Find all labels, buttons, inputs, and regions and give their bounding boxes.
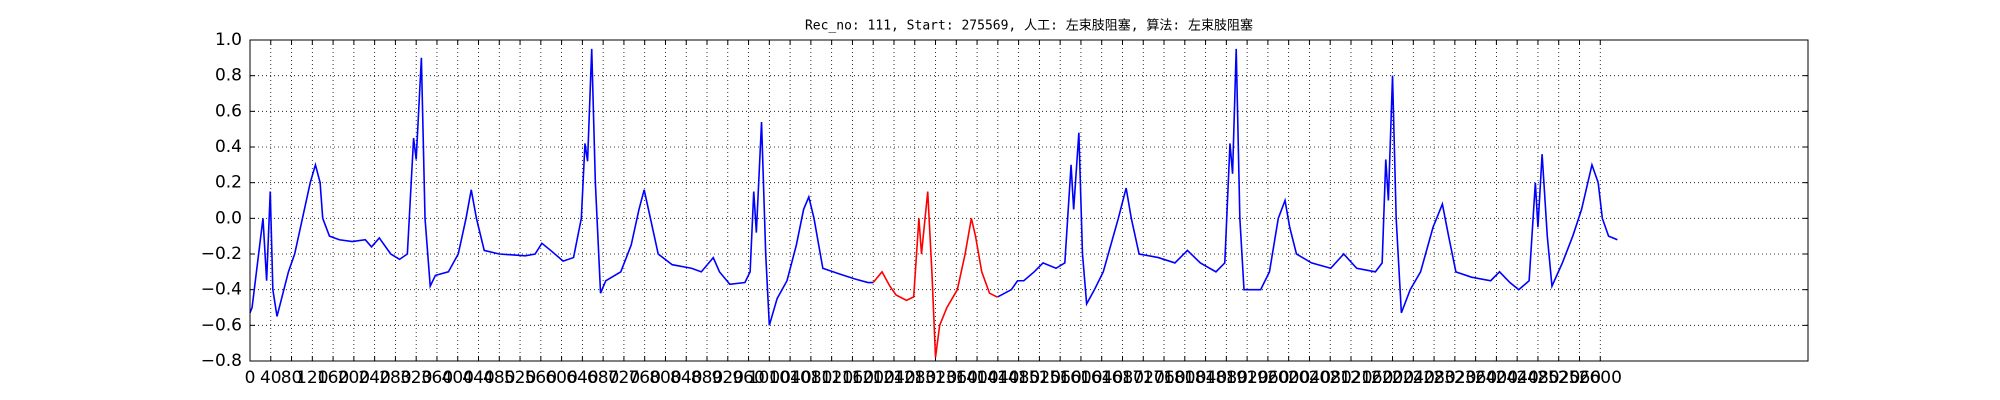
x-tick-label: 880 [691, 368, 723, 388]
x-tick-label: 1800 [1163, 368, 1206, 388]
x-tick-label: 760 [628, 368, 660, 388]
y-tick-label: 0.2 [215, 173, 242, 193]
x-tick-label: 1560 [1039, 368, 1082, 388]
x-tick-label: 2400 [1475, 368, 1518, 388]
x-tick-label: 2600 [1579, 368, 1622, 388]
x-tick-label: 320 [400, 368, 432, 388]
x-tick-label: 1200 [852, 368, 895, 388]
plot-frame [249, 39, 1809, 362]
x-tick-label: 800 [649, 368, 681, 388]
x-tick-label: 2480 [1516, 368, 1559, 388]
x-tick-label: 1960 [1246, 368, 1289, 388]
y-tick-label: −0.2 [201, 244, 242, 264]
x-tick-label: 120 [296, 368, 328, 388]
x-tick-label: 2040 [1288, 368, 1331, 388]
x-tick-label: 360 [421, 368, 453, 388]
y-tick-label: 0.6 [215, 101, 242, 121]
x-tick-label: 2240 [1392, 368, 1435, 388]
x-tick-label: 200 [338, 368, 370, 388]
x-tick-label: 920 [712, 368, 744, 388]
signal-line [997, 48, 1618, 314]
x-tick-label: 2160 [1350, 368, 1393, 388]
x-tick-label: 1760 [1142, 368, 1185, 388]
x-tick-label: 480 [483, 368, 515, 388]
x-tick-label: 2560 [1558, 368, 1601, 388]
x-tick-label: 1640 [1080, 368, 1123, 388]
y-tick-label: 1.0 [215, 30, 242, 50]
x-tick-label: 1520 [1018, 368, 1061, 388]
x-tick-label: 1600 [1059, 368, 1102, 388]
x-tick-label: 560 [525, 368, 557, 388]
x-tick-label: 240 [358, 368, 390, 388]
x-tick-label: 0 [245, 368, 256, 388]
x-tick-label: 1840 [1184, 368, 1227, 388]
x-tick-label: 80 [281, 368, 303, 388]
x-tick-label: 160 [317, 368, 349, 388]
chart-title: Rec_no: 111, Start: 275569, 人工: 左束肢阻塞, 算… [805, 18, 1253, 34]
x-tick-label: 400 [442, 368, 474, 388]
x-tick-label: 840 [670, 368, 702, 388]
x-tick-label: 2200 [1371, 368, 1414, 388]
x-tick-label: 1880 [1205, 368, 1248, 388]
y-tick-label: −0.4 [201, 280, 242, 300]
x-tick-label: 1480 [997, 368, 1040, 388]
x-tick-label: 520 [504, 368, 536, 388]
x-tick-label: 2080 [1309, 368, 1352, 388]
x-tick-label: 1040 [768, 368, 811, 388]
x-tick-label: 1280 [893, 368, 936, 388]
x-tick-label: 640 [566, 368, 598, 388]
x-tick-label: 600 [545, 368, 577, 388]
x-tick-label: 1920 [1225, 368, 1268, 388]
x-tick-label: 2520 [1537, 368, 1580, 388]
x-tick-label: 1320 [914, 368, 957, 388]
x-tick-label: 720 [608, 368, 640, 388]
y-tick-label: 0.8 [215, 66, 242, 86]
x-tick-label: 2000 [1267, 368, 1310, 388]
x-tick-label: 2280 [1412, 368, 1455, 388]
x-tick-label: 2440 [1496, 368, 1539, 388]
x-tick-label: 1360 [935, 368, 978, 388]
signal-line [249, 48, 874, 326]
x-tick-label: 440 [462, 368, 494, 388]
x-tick-label: 2120 [1329, 368, 1372, 388]
signal-line [872, 191, 998, 358]
x-tick-label: 40 [260, 368, 282, 388]
y-tick-label: −0.8 [201, 351, 242, 371]
x-tick-label: 1680 [1101, 368, 1144, 388]
y-tick-label: 0.0 [215, 208, 242, 228]
y-tick-label: −0.6 [201, 315, 242, 335]
x-tick-label: 2360 [1454, 368, 1497, 388]
x-tick-label: 1080 [789, 368, 832, 388]
x-tick-label: 1440 [976, 368, 1019, 388]
y-tick-label: 0.4 [215, 137, 242, 157]
x-tick-label: 1120 [810, 368, 853, 388]
x-tick-label: 1240 [872, 368, 915, 388]
x-tick-label: 2320 [1433, 368, 1476, 388]
x-tick-label: 1720 [1122, 368, 1165, 388]
x-tick-label: 1400 [955, 368, 998, 388]
x-tick-label: 280 [379, 368, 411, 388]
x-tick-label: 960 [732, 368, 764, 388]
x-tick-label: 1000 [748, 368, 791, 388]
x-tick-label: 1160 [831, 368, 874, 388]
x-tick-label: 680 [587, 368, 619, 388]
